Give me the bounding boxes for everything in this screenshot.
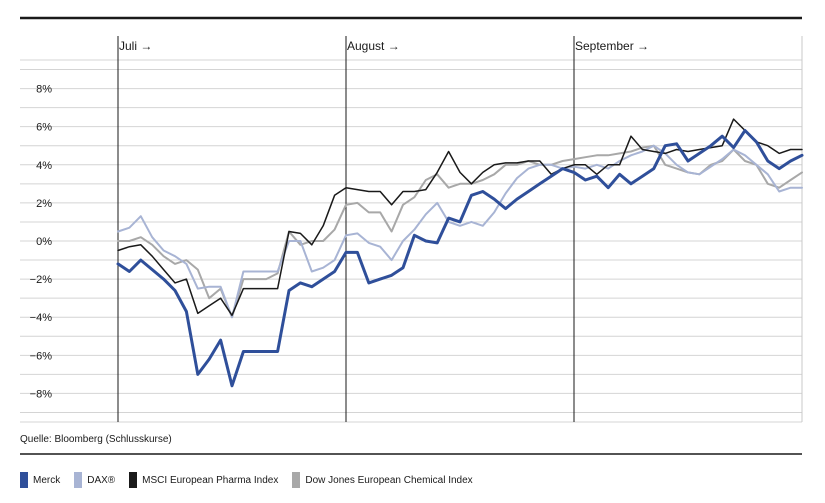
y-tick-label: 8% [36, 84, 52, 96]
y-tick-label: 6% [36, 122, 52, 134]
legend-swatch [74, 472, 83, 488]
month-labels: Juli → August → September → [119, 39, 649, 53]
legend-swatch [292, 472, 301, 488]
series-line [116, 129, 804, 388]
grid-lines [20, 36, 803, 423]
legend-label: Merck [33, 474, 61, 486]
y-tick-label: −2% [30, 274, 53, 286]
month-dividers [117, 36, 575, 422]
source-note: Quelle: Bloomberg (Schlusskurse) [20, 434, 172, 445]
legend: Merck DAX® MSCI European Pharma Index Dow J… [20, 472, 487, 488]
y-tick-labels: 8% 6% 4% 2% 0% −2% −4% −6% −8% [30, 84, 53, 401]
legend-item: DAX® [74, 472, 115, 488]
y-tick-label: −4% [30, 312, 53, 324]
month-label: Juli → [119, 39, 152, 53]
y-tick-label: −8% [30, 388, 53, 400]
month-label: August → [347, 39, 400, 53]
y-tick-label: 4% [36, 160, 52, 172]
legend-label: Dow Jones European Chemical Index [305, 474, 473, 486]
y-tick-label: 2% [36, 198, 52, 210]
legend-item: MSCI European Pharma Index [129, 472, 278, 488]
legend-swatch [129, 472, 138, 488]
series-line [117, 118, 803, 317]
legend-label: DAX® [87, 474, 116, 486]
series-lines [116, 118, 804, 388]
legend-swatch [20, 472, 28, 488]
y-tick-label: 0% [36, 236, 52, 248]
legend-label: MSCI European Pharma Index [142, 474, 279, 486]
y-tick-label: −6% [30, 350, 53, 362]
series-line [117, 144, 803, 319]
month-label: September → [575, 39, 649, 53]
legend-item: Merck [20, 472, 60, 488]
legend-item: Dow Jones European Chemical Index [292, 472, 473, 488]
